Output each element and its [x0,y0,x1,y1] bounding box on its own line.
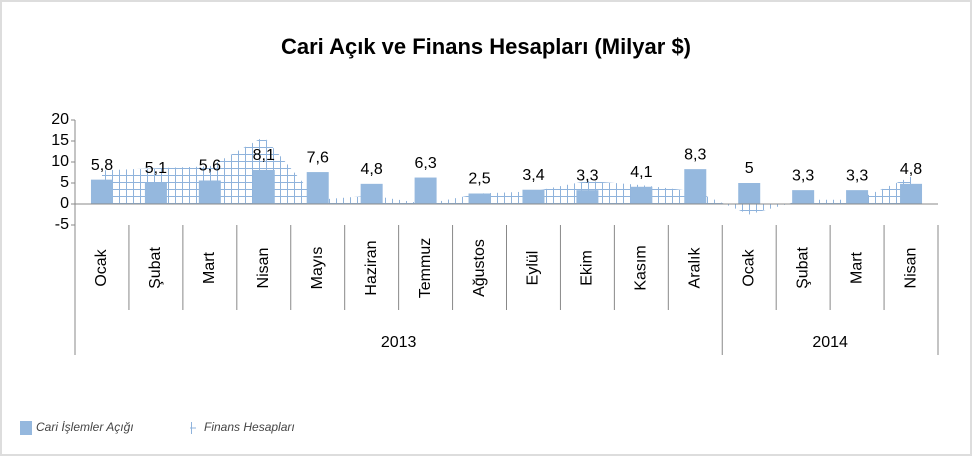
x-tick-label: Ocak [93,248,110,286]
legend-label: Finans Hesapları [204,420,295,434]
chart-title: Cari Açık ve Finans Hesapları (Milyar $) [281,34,691,59]
group-label: 2014 [812,334,848,351]
bar [792,190,815,204]
value-label: 4,8 [900,161,922,178]
value-label: 5 [745,160,754,177]
bar [306,172,329,204]
bar [468,193,491,204]
value-label: 8,1 [253,147,275,164]
bar [252,169,275,204]
value-label: 5,8 [91,157,113,174]
x-tick-label: Kasım [633,245,650,290]
value-label: 3,3 [576,167,598,184]
bar [198,180,221,204]
value-label: 4,1 [630,164,652,181]
value-label: 7,6 [307,149,329,166]
bar [360,183,383,204]
x-tick-label: Mart [848,251,865,284]
x-tick-label: Ekim [579,250,596,286]
x-tick-label: Ocak [740,248,757,286]
bar [414,177,437,204]
y-tick-label: -5 [55,216,69,233]
bar [846,190,869,204]
area [101,136,912,215]
x-tick-label: Şubat [794,247,811,289]
x-tick-label: Nisan [255,248,272,289]
x-tick-label: Ağustos [471,239,488,297]
value-label: 5,1 [145,160,167,177]
y-tick-label: 10 [51,153,69,170]
bar [630,186,653,204]
x-tick-label: Temmuz [417,238,434,298]
value-label: 3,3 [846,167,868,184]
legend-swatch [190,422,196,434]
y-tick-label: 15 [51,132,69,149]
bar [144,182,167,204]
value-label: 2,5 [468,171,490,188]
legend-label: Cari İşlemler Açığı [36,420,134,434]
value-label: 8,3 [684,146,706,163]
x-tick-label: Nisan [902,248,919,289]
bar [684,169,707,204]
value-label: 3,3 [792,167,814,184]
legend-swatch [20,421,32,435]
bar [576,190,599,204]
value-label: 6,3 [414,155,436,172]
x-tick-label: Aralık [687,247,704,289]
value-label: 4,8 [361,161,383,178]
x-tick-label: Eylül [525,251,542,286]
x-tick-label: Şubat [147,247,164,289]
y-tick-label: 20 [51,111,69,128]
bar [738,183,761,204]
bar [900,183,923,204]
y-tick-label: 0 [60,195,69,212]
bar [522,189,545,204]
y-tick-label: 5 [60,174,69,191]
x-tick-label: Mart [201,251,218,284]
x-tick-label: Mayıs [309,247,326,290]
group-label: 2013 [381,334,417,351]
value-label: 5,6 [199,158,221,175]
value-label: 3,4 [522,167,544,184]
bar [90,179,113,204]
x-tick-label: Haziran [363,240,380,295]
